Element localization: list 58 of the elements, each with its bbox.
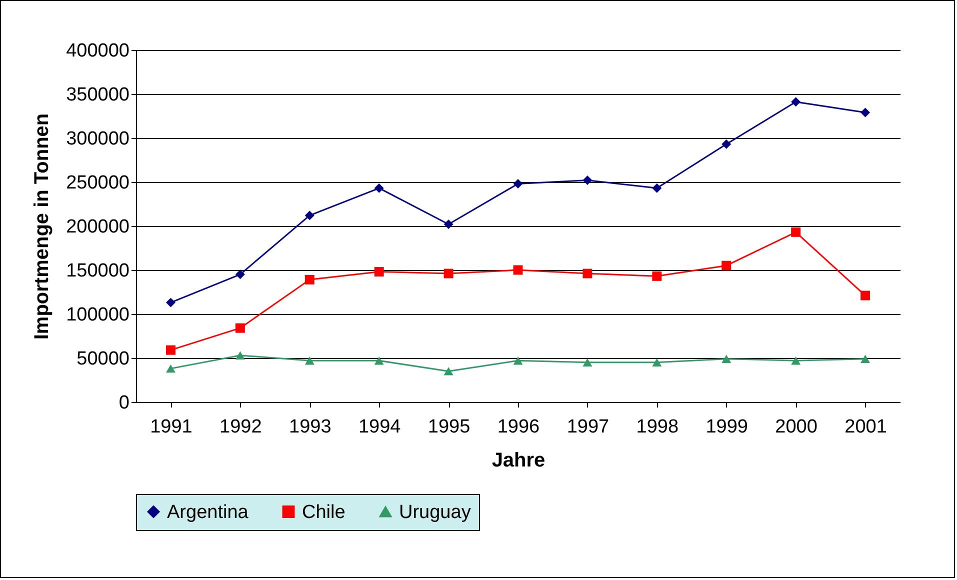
point xyxy=(166,345,176,355)
point xyxy=(860,354,870,363)
x-axis-title: Jahre xyxy=(492,450,546,472)
point xyxy=(235,351,245,360)
point xyxy=(791,356,801,365)
point xyxy=(444,367,454,376)
x-tick-label: 1994 xyxy=(358,416,402,438)
point xyxy=(235,323,245,333)
y-tick-label: 250000 xyxy=(66,172,130,194)
point xyxy=(652,358,662,367)
y-axis-title: Importmenge in Tonnen xyxy=(31,113,54,340)
legend-label: Chile xyxy=(302,502,346,523)
point xyxy=(374,267,384,277)
point xyxy=(444,219,454,229)
legend-label: Uruguay xyxy=(399,502,472,523)
point xyxy=(860,108,870,118)
point xyxy=(304,356,314,365)
y-tick-label: 200000 xyxy=(66,216,130,238)
y-tick-label: 150000 xyxy=(66,260,130,282)
point xyxy=(722,260,732,270)
x-tick-label: 1997 xyxy=(566,416,610,438)
x-tick-label: 1998 xyxy=(636,416,679,438)
point xyxy=(791,227,801,237)
point xyxy=(304,274,314,284)
y-tick-label: 300000 xyxy=(66,128,130,150)
legend-label: Argentina xyxy=(167,502,249,523)
x-tick-label: 1993 xyxy=(288,416,332,438)
point xyxy=(791,97,801,107)
point xyxy=(652,271,662,281)
x-tick-label: 2000 xyxy=(775,416,818,438)
point xyxy=(722,354,732,363)
x-tick-label: 1991 xyxy=(150,416,192,438)
point xyxy=(166,364,176,373)
x-tick-label: 2001 xyxy=(844,416,887,438)
point xyxy=(722,139,732,149)
point xyxy=(235,270,245,280)
x-tick-label: 1999 xyxy=(706,416,748,438)
point xyxy=(166,298,176,308)
y-tick-label: 0 xyxy=(118,392,130,414)
point xyxy=(374,183,384,193)
point xyxy=(582,175,592,185)
y-tick-label: 400000 xyxy=(66,40,130,62)
point xyxy=(860,290,870,300)
y-tick-label: 350000 xyxy=(66,84,130,106)
x-tick-label: 1992 xyxy=(220,416,262,438)
point xyxy=(374,356,384,365)
point xyxy=(582,358,592,367)
y-tick-label: 50000 xyxy=(76,348,130,370)
point xyxy=(582,268,592,278)
y-tick-label: 100000 xyxy=(66,304,130,326)
point xyxy=(444,268,454,278)
point xyxy=(513,356,523,365)
point xyxy=(513,179,523,189)
x-tick-label: 1996 xyxy=(497,416,540,438)
point xyxy=(513,265,523,275)
point xyxy=(652,183,662,193)
x-tick-label: 1995 xyxy=(428,416,470,438)
point xyxy=(304,210,314,220)
